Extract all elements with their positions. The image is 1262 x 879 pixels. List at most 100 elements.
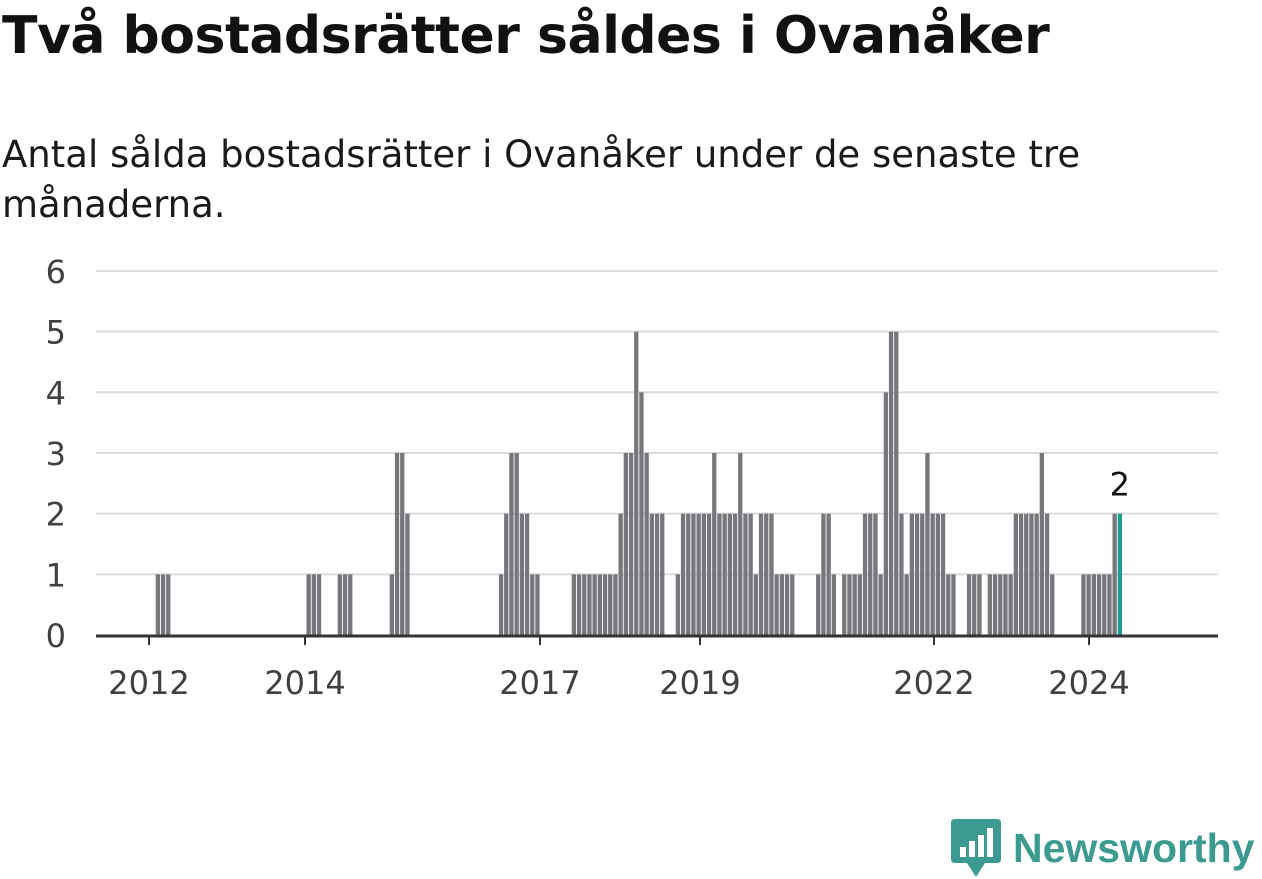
bar: [899, 513, 904, 635]
bar: [966, 574, 972, 635]
bar: [639, 392, 644, 635]
bars: [155, 331, 1122, 635]
x-tick-label: 2024: [1048, 664, 1129, 702]
labels: 0 1 2 3 4 5 6 2 2012 2014 2017 2019 2022 2024: [46, 253, 1130, 702]
bar: [1008, 574, 1013, 635]
bar: [852, 574, 857, 635]
bar: [592, 574, 597, 635]
bar: [675, 574, 680, 635]
bar: [769, 513, 774, 635]
bar: [628, 453, 634, 635]
bar: [909, 513, 914, 635]
bar: [987, 574, 992, 635]
y-tick-label: 2: [46, 496, 66, 534]
bar: [634, 331, 639, 635]
bar: [764, 513, 769, 635]
bar: [514, 453, 519, 635]
highlight-value-label: 2: [1110, 466, 1130, 504]
bar: [784, 574, 790, 635]
x-tick-label: 2017: [499, 664, 580, 702]
bar: [686, 513, 691, 635]
bar: [992, 574, 998, 635]
bar: [930, 513, 935, 635]
bar: [155, 574, 160, 635]
bar: [868, 513, 873, 635]
bar: [732, 513, 738, 635]
bar: [914, 513, 920, 635]
newsworthy-logo: Newsworthy: [951, 818, 1255, 878]
bar: [1102, 574, 1107, 635]
bar: [618, 513, 623, 635]
bar: [774, 574, 779, 635]
bar: [571, 574, 576, 635]
y-tick-label: 1: [46, 556, 66, 594]
bar: [701, 513, 706, 635]
bar: [1107, 574, 1112, 635]
bar: [1018, 513, 1024, 635]
bar: [649, 513, 654, 635]
bar: [535, 574, 540, 635]
bar: [1081, 574, 1086, 635]
bar: [998, 574, 1003, 635]
bar: [1024, 513, 1029, 635]
bar: [1091, 574, 1096, 635]
bar: [1013, 513, 1018, 635]
bar: [920, 513, 925, 635]
bar: [394, 453, 400, 635]
bar: [608, 574, 613, 635]
bar: [1112, 513, 1117, 635]
bar: [160, 574, 166, 635]
y-tick-label: 4: [46, 374, 66, 412]
bar: [587, 574, 592, 635]
bar: [1050, 574, 1055, 635]
bar: [743, 513, 748, 635]
bar: [842, 574, 847, 635]
bar: [946, 574, 951, 635]
bar: [894, 331, 899, 635]
bar: [660, 513, 665, 635]
bar: [831, 574, 836, 635]
bar: [311, 574, 316, 635]
bar-highlight: [1117, 513, 1122, 635]
bar: [654, 513, 660, 635]
bar: [940, 513, 946, 635]
bar: [758, 513, 764, 635]
y-tick-label: 0: [46, 617, 66, 655]
bar: [821, 513, 826, 635]
x-tick-label: 2014: [264, 664, 345, 702]
bar: [816, 574, 821, 635]
bar: [738, 453, 743, 635]
bar: [597, 574, 602, 635]
y-tick-label: 5: [46, 314, 66, 352]
bar: [498, 574, 504, 635]
bar: [977, 574, 982, 635]
bar: [779, 574, 784, 635]
axes: [96, 634, 1218, 645]
bar: [644, 453, 649, 635]
bar: [582, 574, 587, 635]
bar: [691, 513, 696, 635]
bar: [524, 513, 530, 635]
x-tick-label: 2022: [893, 664, 974, 702]
bar: [1044, 513, 1050, 635]
bar: [530, 574, 535, 635]
bar: [509, 453, 514, 635]
bar: [1039, 453, 1044, 635]
bar: [873, 513, 878, 635]
bar: [925, 453, 930, 635]
x-tick-label: 2012: [108, 664, 189, 702]
bar: [753, 574, 758, 635]
bar: [883, 392, 888, 635]
chart-subtitle: Antal sålda bostadsrätter i Ovanåker und…: [2, 133, 1081, 226]
bar: [1029, 513, 1034, 635]
bar: [847, 574, 852, 635]
chart-title: Två bostadsrätter såldes i Ovanåker: [2, 6, 1050, 66]
bar: [826, 513, 831, 635]
bar: [623, 453, 628, 635]
bar: [602, 574, 608, 635]
y-tick-label: 3: [46, 435, 66, 473]
newsworthy-bar-chart-logo-icon: [951, 819, 1001, 877]
bar: [342, 574, 348, 635]
bar: [696, 513, 701, 635]
